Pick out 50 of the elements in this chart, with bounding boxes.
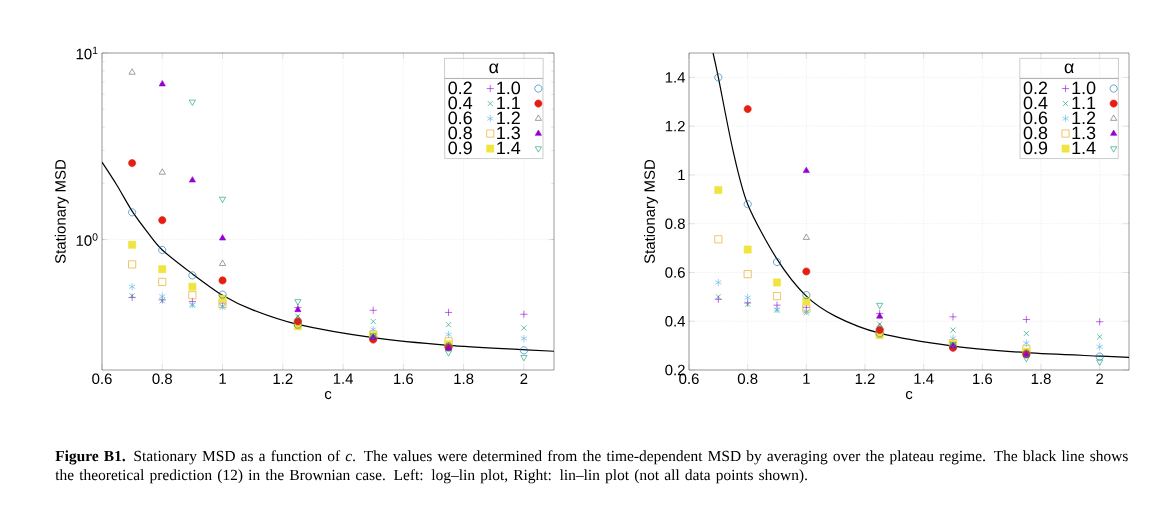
legend-label: 0.6 (448, 111, 472, 125)
y-tick-label: 10$^{0}$ (76, 233, 98, 246)
y-tick-label: 1.4 (665, 72, 686, 83)
legend-label: 1.3 (1072, 126, 1096, 140)
x-tick-label: 0.8 (737, 373, 758, 385)
legend-label: 1.3 (497, 126, 520, 140)
legend-label: 1.0 (1072, 81, 1096, 95)
legend-label: 1.2 (497, 111, 520, 125)
y-tick-label: 0.8 (665, 218, 685, 229)
x-tick-label: 1 (803, 373, 810, 384)
y-tick-label: 1 (678, 169, 685, 181)
y-tick-label: 10$^{1}$ (76, 46, 98, 60)
x-axis-title: c (905, 390, 913, 400)
text: Figure B1. Stationary MSD as a function of c. The values were determined from the time-dependent MSD by averaging over the plateau regime. The black line shows the theoretical prediction (12) in the Brownian case. Left: log–lin plot, Right: lin–lin plot (not all data points shown). (55, 450, 1128, 484)
y-axis-title: Stationary MSD (54, 159, 69, 264)
x-tick-label: 2 (520, 373, 528, 384)
legend-label: 1.1 (497, 96, 520, 109)
legend-title: α (489, 63, 499, 74)
x-tick-label: 0.6 (92, 373, 112, 385)
y-tick-label: 1.2 (665, 120, 685, 132)
legend-label: 1.4 (497, 141, 521, 154)
x-tick-label: 1.6 (973, 373, 993, 385)
legend-label: 0.2 (1023, 81, 1048, 95)
legend-label: 1.0 (497, 81, 521, 95)
x-tick-label: 1.2 (855, 373, 875, 384)
x-tick-label: 0.8 (152, 373, 172, 385)
legend-label: 1.4 (1072, 141, 1096, 154)
legend-label: 0.4 (448, 96, 473, 110)
y-tick-label: 0.6 (665, 267, 685, 278)
legend-label: 0.9 (448, 141, 472, 155)
y-axis-title: Stationary MSD (643, 159, 658, 264)
legend-label: 0.2 (448, 81, 472, 95)
legend-label: 0.9 (1023, 141, 1048, 155)
legend-label: 0.8 (1023, 126, 1048, 140)
legend-label: 1.2 (1072, 111, 1096, 125)
x-tick-label: 1.8 (454, 373, 474, 385)
x-tick-label: 1.4 (914, 373, 934, 384)
y-tick-label: 0.4 (665, 315, 686, 327)
x-axis-title: c (324, 390, 332, 400)
x-tick-label: 2 (1096, 373, 1104, 384)
legend-label: 0.8 (448, 126, 472, 140)
legend-label: 1.1 (1072, 96, 1096, 109)
legend-label: 0.4 (1023, 96, 1048, 110)
legend-label: 0.6 (1023, 111, 1048, 125)
x-tick-label: 1 (219, 373, 226, 384)
x-tick-label: 1.4 (333, 373, 354, 384)
x-tick-label: 1.2 (273, 373, 293, 384)
x-tick-label: 1.6 (394, 373, 414, 385)
legend-title: α (1064, 63, 1074, 74)
x-tick-label: 1.8 (1031, 373, 1051, 385)
